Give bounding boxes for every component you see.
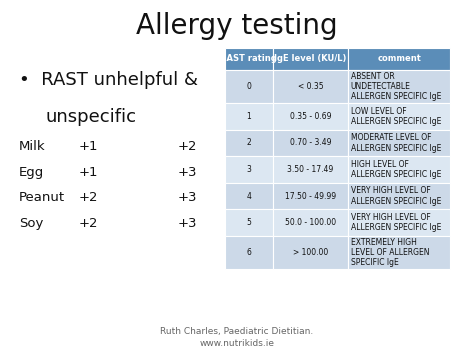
- Text: 0.70 - 3.49: 0.70 - 3.49: [290, 138, 331, 147]
- Text: +3: +3: [178, 166, 197, 179]
- Bar: [225, 103, 273, 130]
- Text: > 100.00: > 100.00: [293, 248, 328, 257]
- Bar: [348, 70, 450, 103]
- Bar: [348, 183, 450, 209]
- Bar: [225, 130, 273, 156]
- Text: 17.50 - 49.99: 17.50 - 49.99: [285, 192, 336, 201]
- Bar: [225, 156, 273, 183]
- Text: 1: 1: [246, 112, 251, 121]
- Bar: [348, 209, 450, 236]
- Text: VERY HIGH LEVEL OF
ALLERGEN SPECIFIC IgE: VERY HIGH LEVEL OF ALLERGEN SPECIFIC IgE: [351, 213, 441, 233]
- Text: IgE level (KU/L): IgE level (KU/L): [274, 54, 346, 64]
- Text: +2: +2: [78, 217, 98, 230]
- Text: MODERATE LEVEL OF
ALLERGEN SPECIFIC IgE: MODERATE LEVEL OF ALLERGEN SPECIFIC IgE: [351, 133, 441, 153]
- Bar: [225, 48, 273, 70]
- Bar: [348, 156, 450, 183]
- Text: Egg: Egg: [19, 166, 44, 179]
- Bar: [225, 209, 273, 236]
- Text: 6: 6: [246, 248, 251, 257]
- Text: LOW LEVEL OF
ALLERGEN SPECIFIC IgE: LOW LEVEL OF ALLERGEN SPECIFIC IgE: [351, 106, 441, 126]
- Text: RAST rating: RAST rating: [220, 54, 277, 64]
- Text: 4: 4: [246, 192, 251, 201]
- Text: 3: 3: [246, 165, 251, 174]
- Text: EXTREMELY HIGH
LEVEL OF ALLERGEN
SPECIFIC IgE: EXTREMELY HIGH LEVEL OF ALLERGEN SPECIFI…: [351, 238, 429, 267]
- Text: 3.50 - 17.49: 3.50 - 17.49: [287, 165, 334, 174]
- Bar: [225, 70, 273, 103]
- Bar: [348, 130, 450, 156]
- Text: HIGH LEVEL OF
ALLERGEN SPECIFIC IgE: HIGH LEVEL OF ALLERGEN SPECIFIC IgE: [351, 160, 441, 179]
- Text: +3: +3: [178, 217, 197, 230]
- Text: Milk: Milk: [19, 140, 46, 153]
- Text: ABSENT OR
UNDETECTABLE
ALLERGEN SPECIFIC IgE: ABSENT OR UNDETECTABLE ALLERGEN SPECIFIC…: [351, 72, 441, 101]
- Bar: [348, 236, 450, 269]
- Text: comment: comment: [377, 54, 421, 64]
- Bar: [348, 48, 450, 70]
- Text: Soy: Soy: [19, 217, 43, 230]
- Text: 2: 2: [246, 138, 251, 147]
- Text: 0: 0: [246, 82, 251, 91]
- Text: Allergy testing: Allergy testing: [136, 12, 338, 40]
- Text: +2: +2: [178, 140, 197, 153]
- Bar: [273, 103, 348, 130]
- Text: < 0.35: < 0.35: [298, 82, 323, 91]
- Text: +1: +1: [78, 166, 98, 179]
- Text: VERY HIGH LEVEL OF
ALLERGEN SPECIFIC IgE: VERY HIGH LEVEL OF ALLERGEN SPECIFIC IgE: [351, 186, 441, 206]
- Bar: [273, 156, 348, 183]
- Text: 0.35 - 0.69: 0.35 - 0.69: [290, 112, 331, 121]
- Text: +3: +3: [178, 191, 197, 204]
- Bar: [273, 70, 348, 103]
- Text: 50.0 - 100.00: 50.0 - 100.00: [285, 218, 336, 227]
- Text: unspecific: unspecific: [45, 108, 136, 126]
- Bar: [273, 183, 348, 209]
- Bar: [225, 236, 273, 269]
- Text: Peanut: Peanut: [19, 191, 65, 204]
- Bar: [273, 236, 348, 269]
- Text: •  RAST unhelpful &: • RAST unhelpful &: [19, 71, 198, 89]
- Text: +1: +1: [78, 140, 98, 153]
- Bar: [273, 48, 348, 70]
- Bar: [348, 103, 450, 130]
- Text: Ruth Charles, Paediatric Dietitian.
www.nutrikids.ie: Ruth Charles, Paediatric Dietitian. www.…: [160, 327, 314, 348]
- Bar: [225, 183, 273, 209]
- Bar: [273, 209, 348, 236]
- Text: 5: 5: [246, 218, 251, 227]
- Text: +2: +2: [78, 191, 98, 204]
- Bar: [273, 130, 348, 156]
